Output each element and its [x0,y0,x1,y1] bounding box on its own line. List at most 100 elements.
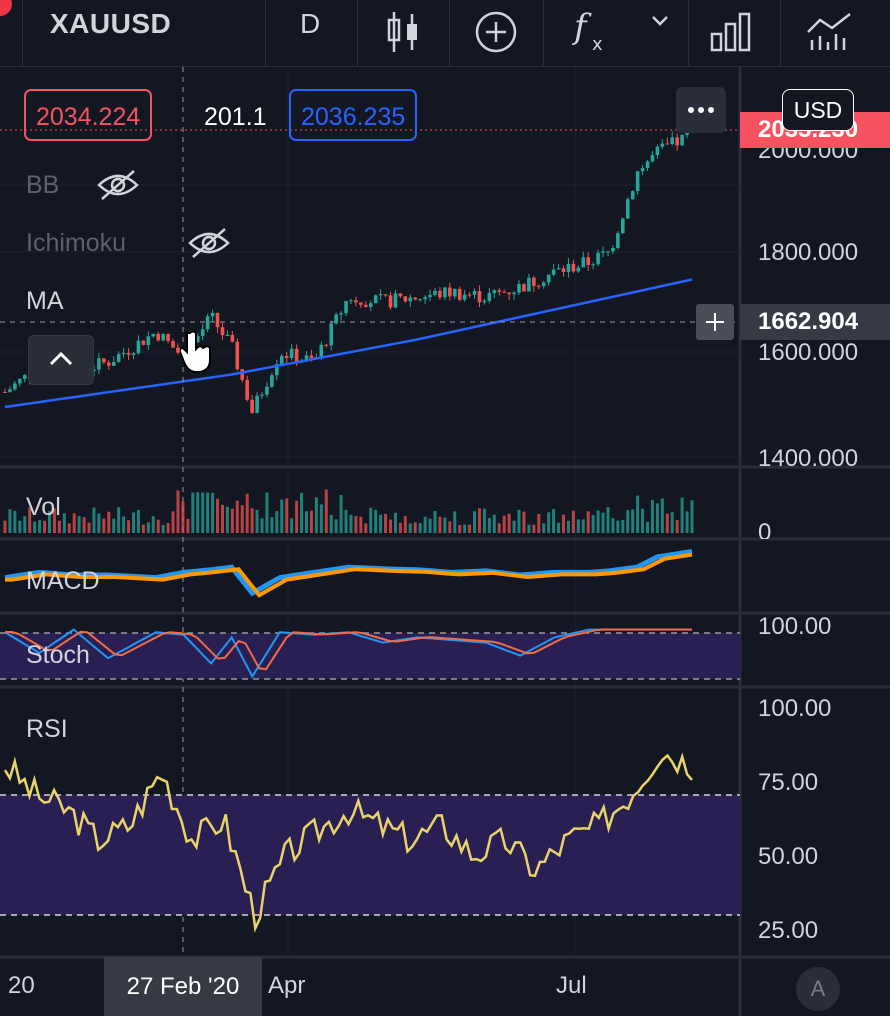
volume-bar [334,519,338,533]
compare-icon[interactable] [806,10,856,59]
volume-bar [127,520,131,533]
candle-body [260,394,264,396]
candle-body [566,263,571,273]
indicator-ichimoku-label[interactable]: Ichimoku [26,229,127,257]
candle-body [571,263,576,272]
volume-bar [487,518,491,533]
volume-bar [186,518,190,533]
candle-body [497,290,502,292]
rsi-pane-label[interactable]: RSI [26,715,68,743]
bid-price-box[interactable]: 2034.224 [24,89,153,141]
volume-bar [591,514,595,533]
currency-button[interactable]: USD [782,89,854,131]
volume-bar [403,516,407,533]
candle-body [576,267,581,272]
hand-cursor-icon [178,329,214,380]
volume-bar [374,509,378,533]
volume-bar [117,507,121,533]
volume-bar [384,513,388,533]
volume-bar [57,520,61,533]
volume-bar [497,523,501,533]
candle-body [359,302,363,305]
candle-body [146,336,151,345]
candle-body [625,199,630,219]
candle-body [230,335,235,342]
candle-body [507,292,511,295]
bars-chart-icon[interactable] [710,10,754,59]
volume-bar [161,524,165,533]
chart-area[interactable]: 2034.224 201.1 2036.235 BB Ichimoku MA 2… [0,67,890,1016]
candle-body [151,333,156,337]
macd-pane-label[interactable]: MACD [26,567,100,595]
candle-body [403,296,408,302]
volume-bar [314,497,318,533]
volume-bar [28,507,32,533]
volume-pane-label[interactable]: Vol [26,493,61,521]
add-alert-button[interactable] [696,304,734,340]
volume-bar [680,497,684,533]
eye-hidden-icon[interactable] [187,225,231,266]
collapse-legend-button[interactable] [28,335,94,385]
volume-bar [428,518,432,533]
more-options-button[interactable] [676,87,726,133]
volume-bar [201,492,205,533]
candle-body [116,354,121,362]
candle-body [265,386,269,395]
volume-bar [275,511,279,533]
volume-bar [52,508,56,533]
price-tick: 1800.000 [758,239,859,266]
volume-bar [586,511,590,533]
volume-bar [250,508,254,533]
indicator-bb-label[interactable]: BB [26,171,60,199]
volume-bar [102,518,106,533]
candle-body [398,293,403,297]
price-tick: 1400.000 [758,445,859,467]
candle-body [131,353,136,355]
volume-bar [181,501,185,533]
volume-bar [245,493,249,533]
auto-scale-button[interactable]: A [796,967,840,1011]
candle-body [640,168,645,172]
volume-bar [260,518,264,533]
volume-bar [685,511,689,533]
volume-bar [216,498,220,533]
chart-canvas[interactable] [0,67,890,1016]
indicator-ma-label[interactable]: MA [26,287,64,315]
volume-bar [408,523,412,533]
candle-body [512,292,516,295]
volume-bar [690,500,694,533]
ask-price-box[interactable]: 2036.235 [289,89,418,141]
volume-bar [631,509,635,533]
candle-body [413,297,418,300]
candles-icon[interactable] [384,10,424,59]
volume-bar [576,519,580,533]
candle-body [363,304,368,307]
stoch-pane-label[interactable]: Stoch [26,641,90,669]
candle-body [477,291,482,303]
volume-bar [97,513,101,533]
volume-bar [616,520,620,533]
plus-icon [706,313,724,331]
chevron-down-icon[interactable] [650,14,670,33]
volume-tick: 0 [758,519,772,539]
candle-body [334,314,338,324]
volume-bar [458,524,462,533]
volume-bar [502,515,506,533]
volume-bar [196,492,200,533]
volume-bar [641,508,645,533]
candle-body [284,355,289,359]
candle-body [156,333,161,341]
volume-bar [423,516,427,533]
candle-body [650,154,655,162]
volume-bar [675,520,679,533]
symbol-search-button[interactable]: XAUUSD [50,8,172,39]
plus-circle-icon[interactable] [474,10,518,59]
eye-hidden-icon[interactable] [96,167,140,208]
toolbar-divider [780,0,781,66]
volume-bar [517,509,521,533]
candle-body [561,268,566,273]
interval-button[interactable]: D [300,8,321,39]
fx-icon[interactable]: f x [570,6,614,61]
volume-bar [132,512,136,533]
volume-bar [156,519,160,533]
